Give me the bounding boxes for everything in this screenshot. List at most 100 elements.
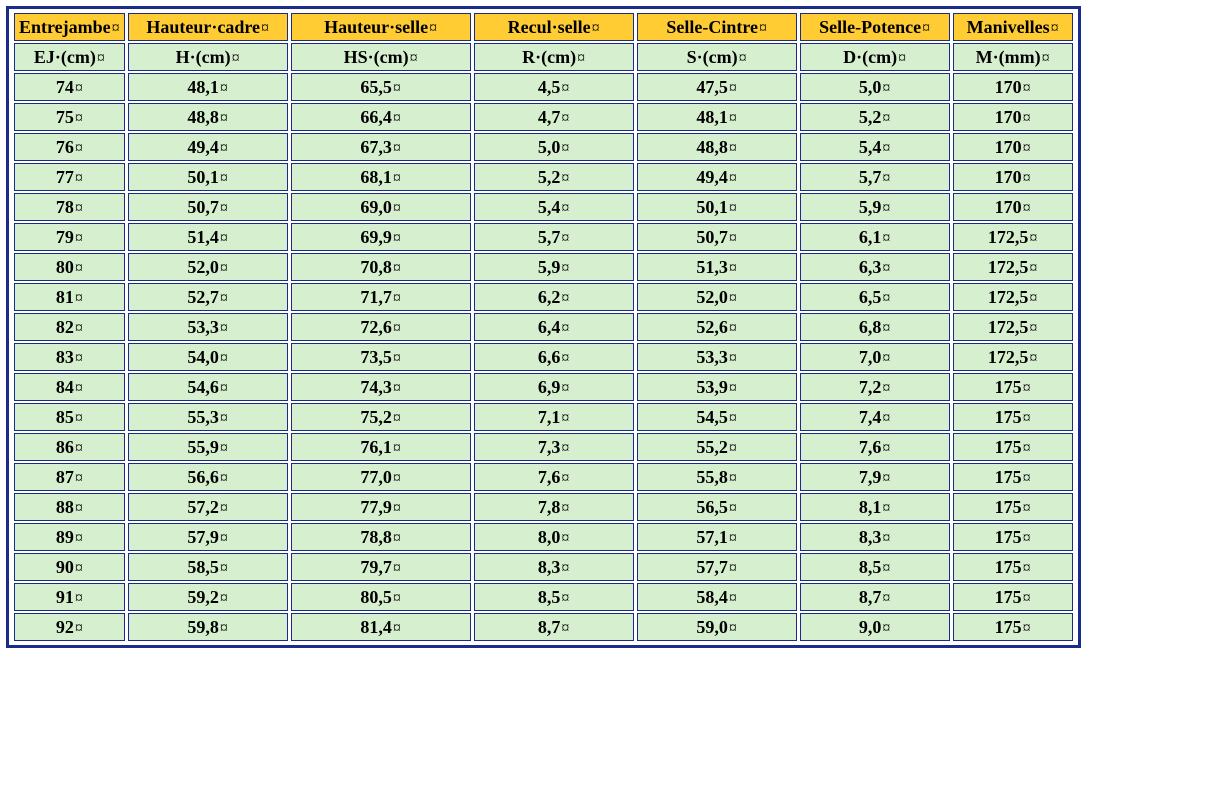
header-label: Manivelles [967, 17, 1059, 37]
cell-value: 74,3 [360, 377, 401, 397]
cell-value: 86 [56, 437, 83, 457]
table-cell: 56,5 [637, 493, 797, 521]
table-row: 7548,866,44,748,15,2170 [14, 103, 1073, 131]
cell-value: 52,0 [696, 287, 737, 307]
cell-value: 172,5 [988, 287, 1038, 307]
cell-value: 5,2 [538, 167, 570, 187]
cell-value: 47,5 [696, 77, 737, 97]
cell-value: 50,1 [696, 197, 737, 217]
table-row: 7649,467,35,048,85,4170 [14, 133, 1073, 161]
header-label: Hauteur·cadre [146, 17, 269, 37]
table-row: 8957,978,88,057,18,3175 [14, 523, 1073, 551]
table-cell: 172,5 [953, 283, 1073, 311]
table-cell: 54,0 [128, 343, 288, 371]
table-row: 9259,881,48,759,09,0175 [14, 613, 1073, 641]
table-cell: 82 [14, 313, 125, 341]
table-cell: 48,1 [128, 73, 288, 101]
subheader-label: H·(cm) [176, 47, 240, 67]
cell-value: 8,0 [538, 527, 570, 547]
table-row: 8454,674,36,953,97,2175 [14, 373, 1073, 401]
table-cell: 77 [14, 163, 125, 191]
table-cell: 7,1 [474, 403, 634, 431]
cell-value: 83 [56, 347, 83, 367]
table-cell: 89 [14, 523, 125, 551]
table-cell: 5,9 [474, 253, 634, 281]
cell-value: 92 [56, 617, 83, 637]
table-cell: 88 [14, 493, 125, 521]
cell-value: 6,2 [538, 287, 570, 307]
cell-value: 170 [995, 137, 1031, 157]
cell-value: 8,5 [538, 587, 570, 607]
cell-value: 87 [56, 467, 83, 487]
cell-value: 54,6 [187, 377, 228, 397]
table-cell: 5,4 [800, 133, 950, 161]
table-cell: 54,5 [637, 403, 797, 431]
cell-value: 81 [56, 287, 83, 307]
table-cell: 51,3 [637, 253, 797, 281]
cell-value: 48,1 [696, 107, 737, 127]
cell-value: 5,4 [859, 137, 891, 157]
cell-value: 48,8 [187, 107, 228, 127]
cell-value: 80,5 [360, 587, 401, 607]
table-cell: 175 [953, 583, 1073, 611]
cell-value: 170 [995, 107, 1031, 127]
table-cell: 59,2 [128, 583, 288, 611]
cell-value: 175 [995, 617, 1031, 637]
table-cell: 5,0 [800, 73, 950, 101]
cell-value: 5,9 [538, 257, 570, 277]
cell-value: 170 [995, 77, 1031, 97]
cell-value: 8,7 [859, 587, 891, 607]
table-cell: 5,0 [474, 133, 634, 161]
cell-value: 175 [995, 437, 1031, 457]
cell-value: 7,1 [538, 407, 570, 427]
cell-value: 55,8 [696, 467, 737, 487]
cell-value: 55,3 [187, 407, 228, 427]
cell-value: 172,5 [988, 347, 1038, 367]
cell-value: 88 [56, 497, 83, 517]
cell-value: 6,9 [538, 377, 570, 397]
cell-value: 5,9 [859, 197, 891, 217]
table-cell: 77,0 [291, 463, 471, 491]
table-cell: 6,1 [800, 223, 950, 251]
cell-value: 53,3 [696, 347, 737, 367]
cell-value: 4,7 [538, 107, 570, 127]
cell-value: 6,8 [859, 317, 891, 337]
table-cell: 170 [953, 73, 1073, 101]
cell-value: 175 [995, 497, 1031, 517]
cell-value: 7,6 [859, 437, 891, 457]
cell-value: 52,7 [187, 287, 228, 307]
table-cell: 86 [14, 433, 125, 461]
table-cell: 80 [14, 253, 125, 281]
table-cell: 5,2 [474, 163, 634, 191]
table-cell: 6,4 [474, 313, 634, 341]
cell-value: 5,0 [538, 137, 570, 157]
cell-value: 49,4 [187, 137, 228, 157]
cell-value: 81,4 [360, 617, 401, 637]
table-row: 7750,168,15,249,45,7170 [14, 163, 1073, 191]
header-label: Hauteur·selle [324, 17, 437, 37]
table-cell: 170 [953, 193, 1073, 221]
cell-value: 57,2 [187, 497, 228, 517]
cell-value: 5,4 [538, 197, 570, 217]
table-body: 7448,165,54,547,55,01707548,866,44,748,1… [14, 73, 1073, 641]
table-row: 8253,372,66,452,66,8172,5 [14, 313, 1073, 341]
table-cell: 57,1 [637, 523, 797, 551]
cell-value: 50,7 [187, 197, 228, 217]
cell-value: 7,3 [538, 437, 570, 457]
table-cell: 8,1 [800, 493, 950, 521]
table-cell: 175 [953, 403, 1073, 431]
table-cell: 6,3 [800, 253, 950, 281]
cell-value: 170 [995, 197, 1031, 217]
table-cell: 48,1 [637, 103, 797, 131]
table-cell: 172,5 [953, 223, 1073, 251]
cell-value: 175 [995, 377, 1031, 397]
table-row: 7448,165,54,547,55,0170 [14, 73, 1073, 101]
table-cell: 175 [953, 493, 1073, 521]
table-cell: 78,8 [291, 523, 471, 551]
cell-value: 9,0 [859, 617, 891, 637]
col-header: Manivelles [953, 13, 1073, 41]
cell-value: 5,2 [859, 107, 891, 127]
table-cell: 90 [14, 553, 125, 581]
cell-value: 69,9 [360, 227, 401, 247]
cell-value: 50,1 [187, 167, 228, 187]
